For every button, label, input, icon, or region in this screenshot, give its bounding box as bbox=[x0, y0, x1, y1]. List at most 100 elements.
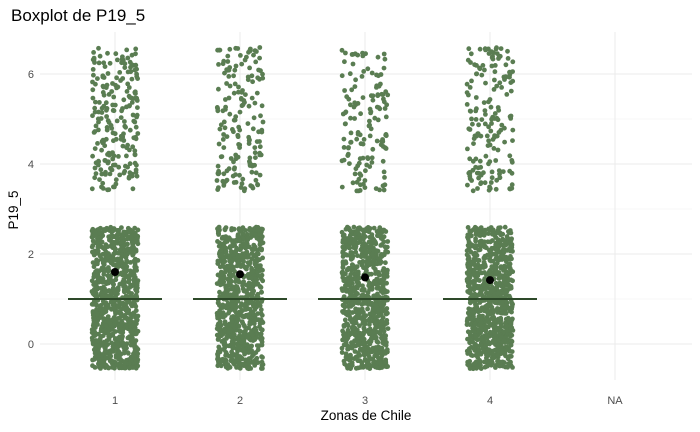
jitter-point bbox=[358, 111, 363, 117]
x-tick-label: 4 bbox=[487, 395, 493, 407]
jitter-point bbox=[255, 360, 261, 365]
jitter-point bbox=[260, 119, 266, 125]
jitter-point bbox=[350, 61, 356, 67]
jitter-point bbox=[465, 256, 471, 262]
jitter-point bbox=[103, 249, 109, 255]
jitter-point bbox=[477, 241, 483, 247]
jitter-point bbox=[383, 359, 389, 365]
jitter-point bbox=[343, 50, 348, 56]
jitter-point bbox=[381, 65, 387, 71]
jitter-point bbox=[471, 259, 477, 265]
jitter-point bbox=[366, 283, 372, 289]
jitter-point bbox=[496, 290, 502, 295]
jitter-point bbox=[486, 187, 492, 193]
jitter-point bbox=[508, 327, 514, 333]
jitter-point bbox=[113, 51, 119, 57]
jitter-point bbox=[233, 290, 238, 296]
jitter-point bbox=[134, 235, 140, 241]
jitter-point bbox=[246, 138, 252, 144]
jitter-point bbox=[470, 121, 475, 127]
jitter-point bbox=[493, 365, 498, 370]
jitter-point bbox=[376, 83, 382, 89]
jitter-point bbox=[253, 317, 259, 323]
jitter-point bbox=[479, 72, 485, 78]
jitter-point bbox=[249, 169, 255, 175]
jitter-point bbox=[382, 244, 388, 250]
jitter-point bbox=[367, 118, 372, 124]
jitter-point bbox=[471, 141, 476, 147]
jitter-point bbox=[473, 251, 478, 257]
jitter-point bbox=[253, 177, 259, 183]
jitter-point bbox=[221, 234, 227, 240]
jitter-point bbox=[473, 238, 478, 244]
jitter-point bbox=[113, 136, 119, 142]
jitter-point bbox=[110, 81, 115, 86]
jitter-point bbox=[465, 225, 471, 230]
jitter-point bbox=[474, 302, 479, 308]
jitter-point bbox=[254, 343, 260, 348]
jitter-point bbox=[503, 310, 509, 316]
jitter-point bbox=[247, 47, 253, 53]
jitter-point bbox=[378, 345, 383, 351]
jitter-point bbox=[238, 246, 244, 252]
jitter-point bbox=[126, 147, 132, 153]
jitter-point bbox=[246, 253, 251, 258]
jitter-point bbox=[470, 158, 476, 164]
jitter-point bbox=[233, 152, 239, 158]
jitter-point bbox=[362, 247, 368, 252]
jitter-point bbox=[113, 345, 119, 350]
jitter-point bbox=[353, 277, 358, 282]
jitter-point bbox=[376, 272, 382, 278]
jitter-point bbox=[509, 185, 515, 191]
jitter-point bbox=[217, 349, 223, 355]
jitter-point bbox=[237, 109, 243, 115]
x-tick-label: NA bbox=[607, 395, 623, 407]
jitter-point bbox=[121, 97, 127, 103]
jitter-point bbox=[373, 334, 379, 340]
jitter-point bbox=[484, 336, 490, 341]
jitter-point bbox=[348, 294, 354, 299]
jitter-point bbox=[480, 63, 486, 68]
jitter-point bbox=[226, 95, 232, 101]
jitter-point bbox=[134, 162, 139, 168]
jitter-point bbox=[339, 184, 345, 190]
jitter-point bbox=[492, 77, 497, 83]
jitter-point bbox=[497, 80, 503, 86]
jitter-point bbox=[97, 278, 103, 284]
jitter-point bbox=[489, 228, 495, 234]
jitter-point bbox=[497, 332, 502, 337]
jitter-point bbox=[132, 89, 138, 95]
jitter-point bbox=[127, 161, 133, 167]
jitter-point bbox=[223, 303, 228, 309]
jitter-point bbox=[466, 46, 472, 52]
jitter-point bbox=[483, 153, 489, 159]
jitter-point bbox=[135, 227, 141, 233]
jitter-point bbox=[365, 290, 371, 295]
jitter-point bbox=[255, 227, 260, 233]
jitter-point bbox=[107, 279, 113, 285]
jitter-point bbox=[358, 247, 364, 253]
jitter-point bbox=[353, 306, 358, 312]
jitter-point bbox=[257, 257, 262, 263]
jitter-point bbox=[90, 363, 95, 369]
jitter-point bbox=[471, 281, 477, 287]
y-tick-label: 4 bbox=[28, 159, 34, 171]
jitter-point bbox=[133, 308, 139, 313]
jitter-point bbox=[254, 355, 260, 361]
jitter-point bbox=[236, 84, 241, 90]
jitter-point bbox=[134, 66, 140, 72]
jitter-point bbox=[214, 178, 220, 183]
jitter-point bbox=[122, 119, 127, 124]
jitter-point bbox=[96, 119, 101, 125]
jitter-point bbox=[104, 107, 109, 113]
jitter-point bbox=[104, 82, 110, 88]
jitter-point bbox=[484, 133, 490, 139]
jitter-point bbox=[467, 85, 473, 90]
jitter-point bbox=[105, 244, 111, 250]
mean-point bbox=[361, 273, 369, 282]
jitter-point bbox=[221, 58, 227, 64]
jitter-point bbox=[467, 312, 472, 318]
jitter-point bbox=[101, 60, 107, 66]
jitter-point bbox=[236, 344, 242, 350]
jitter-point bbox=[370, 251, 375, 257]
